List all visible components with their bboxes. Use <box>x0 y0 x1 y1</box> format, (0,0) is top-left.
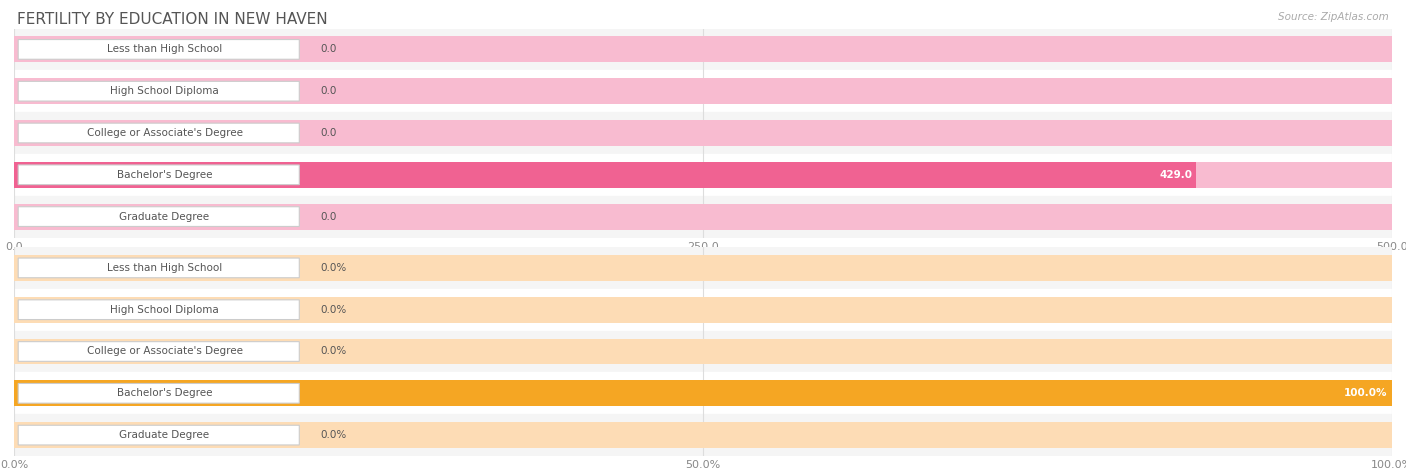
FancyBboxPatch shape <box>18 165 299 185</box>
Bar <box>14 120 1392 146</box>
Text: Bachelor's Degree: Bachelor's Degree <box>117 388 212 399</box>
Text: Less than High School: Less than High School <box>107 44 222 55</box>
FancyBboxPatch shape <box>18 300 299 320</box>
Text: 0.0: 0.0 <box>321 211 336 222</box>
FancyBboxPatch shape <box>18 39 299 59</box>
Bar <box>14 70 1392 112</box>
Text: Less than High School: Less than High School <box>107 263 222 273</box>
FancyBboxPatch shape <box>18 123 299 143</box>
Text: 429.0: 429.0 <box>1159 170 1192 180</box>
Text: 0.0%: 0.0% <box>321 430 346 440</box>
FancyBboxPatch shape <box>18 342 299 361</box>
Bar <box>14 204 1392 229</box>
Bar <box>14 162 1197 188</box>
Bar <box>14 112 1392 154</box>
Bar <box>14 297 1392 323</box>
FancyBboxPatch shape <box>18 81 299 101</box>
Text: College or Associate's Degree: College or Associate's Degree <box>87 128 242 138</box>
Text: 0.0: 0.0 <box>321 44 336 55</box>
Text: High School Diploma: High School Diploma <box>110 86 219 96</box>
Bar <box>14 380 1392 406</box>
Bar <box>14 372 1392 414</box>
Text: FERTILITY BY EDUCATION IN NEW HAVEN: FERTILITY BY EDUCATION IN NEW HAVEN <box>17 12 328 27</box>
Text: Source: ZipAtlas.com: Source: ZipAtlas.com <box>1278 12 1389 22</box>
Bar <box>14 154 1392 196</box>
FancyBboxPatch shape <box>18 383 299 403</box>
Text: Bachelor's Degree: Bachelor's Degree <box>117 170 212 180</box>
Text: 0.0%: 0.0% <box>321 304 346 315</box>
Text: 100.0%: 100.0% <box>1344 388 1388 399</box>
Bar <box>14 247 1392 289</box>
Text: Graduate Degree: Graduate Degree <box>120 430 209 440</box>
Text: Graduate Degree: Graduate Degree <box>120 211 209 222</box>
Bar <box>14 331 1392 372</box>
Text: 0.0%: 0.0% <box>321 346 346 357</box>
Bar <box>14 289 1392 331</box>
Bar <box>14 422 1392 448</box>
Bar <box>14 28 1392 70</box>
FancyBboxPatch shape <box>18 207 299 227</box>
Text: 0.0: 0.0 <box>321 86 336 96</box>
Text: College or Associate's Degree: College or Associate's Degree <box>87 346 242 357</box>
Text: High School Diploma: High School Diploma <box>110 304 219 315</box>
Bar <box>14 196 1392 238</box>
FancyBboxPatch shape <box>18 258 299 278</box>
Bar <box>14 255 1392 281</box>
Bar <box>14 162 1392 188</box>
Bar <box>14 414 1392 456</box>
Text: 0.0: 0.0 <box>321 128 336 138</box>
Text: 0.0%: 0.0% <box>321 263 346 273</box>
Bar <box>14 380 1392 406</box>
Bar <box>14 339 1392 364</box>
Bar <box>14 37 1392 62</box>
FancyBboxPatch shape <box>18 425 299 445</box>
Bar <box>14 78 1392 104</box>
